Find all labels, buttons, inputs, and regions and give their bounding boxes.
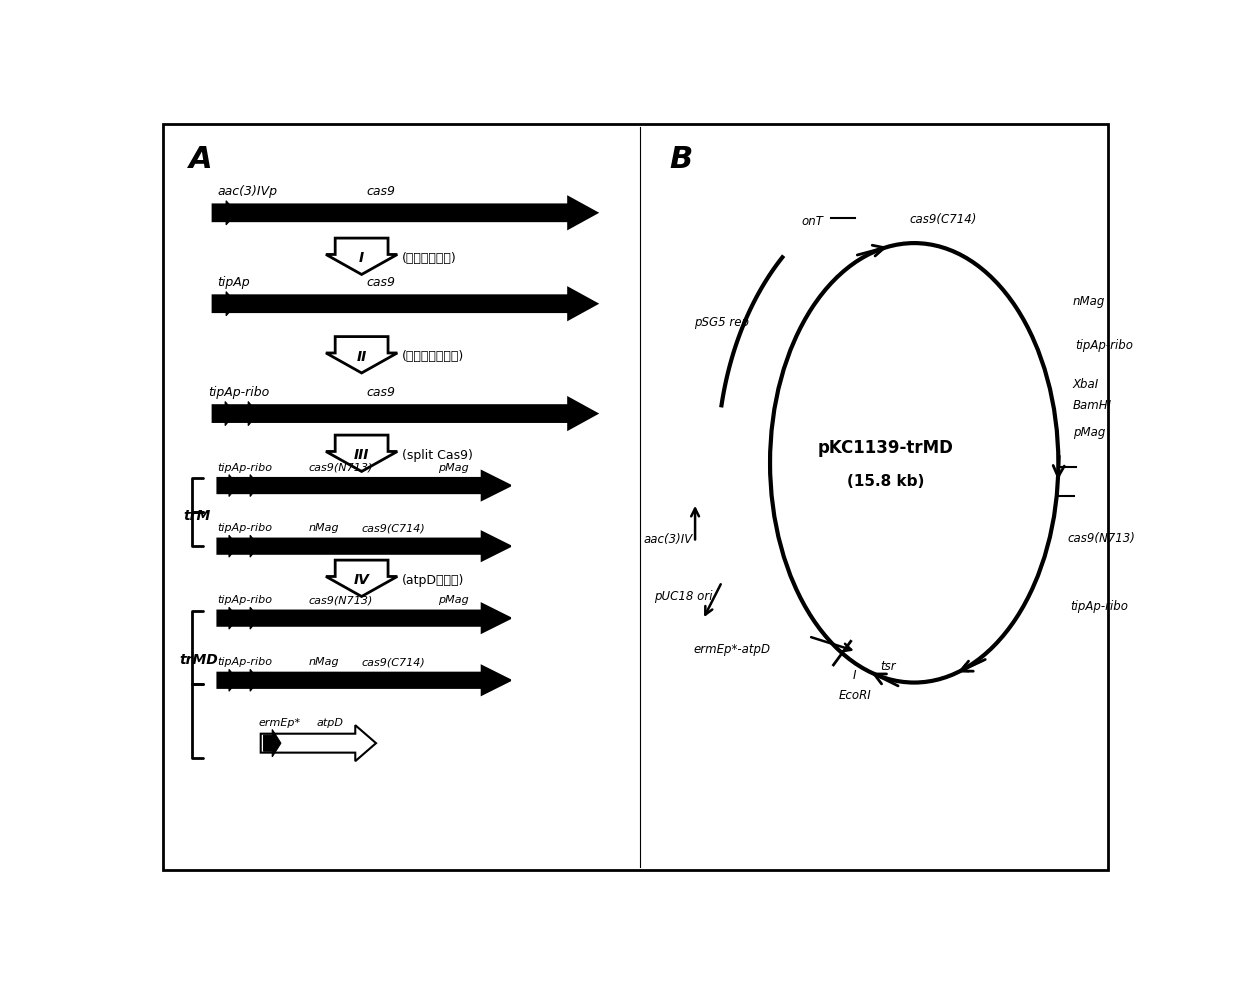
Text: pMag: pMag: [439, 595, 469, 605]
Text: cas9(C714): cas9(C714): [362, 523, 425, 533]
Text: (atpD过表达): (atpD过表达): [402, 574, 464, 586]
Text: I: I: [360, 251, 365, 266]
Text: tipAp-ribo: tipAp-ribo: [217, 657, 273, 667]
Text: nMag: nMag: [1073, 294, 1105, 307]
Text: atpD: atpD: [316, 718, 343, 728]
Text: pMag: pMag: [439, 462, 469, 472]
FancyArrow shape: [213, 197, 596, 228]
Text: cas9: cas9: [367, 277, 396, 289]
FancyArrow shape: [213, 398, 596, 429]
FancyArrow shape: [242, 535, 259, 557]
Text: nMag: nMag: [309, 523, 340, 533]
FancyArrow shape: [217, 471, 511, 500]
Polygon shape: [326, 238, 397, 275]
Text: aac(3)IV: aac(3)IV: [644, 533, 693, 546]
Text: B: B: [670, 145, 692, 173]
Text: tipAp: tipAp: [217, 277, 250, 289]
FancyArrow shape: [221, 474, 238, 497]
FancyArrow shape: [242, 607, 259, 629]
FancyArrow shape: [221, 669, 238, 691]
Text: ermEp*: ermEp*: [259, 718, 301, 728]
Text: I: I: [853, 669, 857, 682]
Text: trMD: trMD: [179, 652, 218, 667]
Text: tsr: tsr: [880, 660, 897, 673]
Text: tipAp-ribo: tipAp-ribo: [1070, 600, 1128, 613]
FancyArrow shape: [238, 401, 258, 426]
FancyArrow shape: [242, 669, 259, 691]
Text: (核糖体开关调控): (核糖体开关调控): [402, 350, 464, 363]
FancyArrow shape: [216, 401, 234, 426]
Text: aac(3)IVp: aac(3)IVp: [217, 185, 278, 199]
Text: pMag: pMag: [1073, 426, 1105, 439]
FancyArrow shape: [221, 535, 238, 557]
Text: (split Cas9): (split Cas9): [402, 449, 472, 461]
Text: cas9: cas9: [367, 185, 396, 199]
Text: tipAp-ribo: tipAp-ribo: [217, 462, 273, 472]
Text: tipAp-ribo: tipAp-ribo: [208, 386, 269, 400]
FancyArrow shape: [260, 725, 376, 762]
Text: cas9(N713): cas9(N713): [309, 595, 373, 605]
Text: trM: trM: [184, 509, 211, 523]
Text: (转录水平调控): (转录水平调控): [402, 252, 456, 265]
Text: BamHI: BamHI: [1073, 400, 1112, 412]
FancyArrow shape: [221, 607, 238, 629]
Text: A: A: [188, 145, 212, 173]
FancyArrow shape: [217, 531, 511, 561]
FancyBboxPatch shape: [162, 124, 1109, 870]
Polygon shape: [326, 560, 397, 596]
FancyArrow shape: [213, 288, 596, 320]
Text: ermEp*-atpD: ermEp*-atpD: [693, 644, 770, 656]
Text: tipAp-ribo: tipAp-ribo: [1075, 338, 1133, 352]
Text: pSG5 rep: pSG5 rep: [694, 316, 749, 330]
Text: cas9(C714): cas9(C714): [362, 657, 425, 667]
FancyArrow shape: [217, 666, 511, 695]
Text: cas9: cas9: [367, 386, 396, 400]
FancyArrow shape: [216, 291, 237, 316]
Text: II: II: [356, 349, 367, 364]
Polygon shape: [326, 337, 397, 373]
Text: XbaI: XbaI: [1073, 378, 1099, 392]
Text: nMag: nMag: [309, 657, 340, 667]
Text: tipAp-ribo: tipAp-ribo: [217, 595, 273, 605]
FancyArrow shape: [242, 474, 259, 497]
Text: pUC18 ori: pUC18 ori: [653, 590, 712, 603]
FancyArrow shape: [217, 604, 511, 633]
Text: tipAp-ribo: tipAp-ribo: [217, 523, 273, 533]
FancyArrow shape: [264, 729, 281, 757]
FancyArrow shape: [216, 201, 237, 224]
Text: pKC1139-trMD: pKC1139-trMD: [817, 439, 954, 457]
Text: EcoRI: EcoRI: [838, 690, 870, 703]
Polygon shape: [326, 435, 397, 471]
Text: (15.8 kb): (15.8 kb): [847, 474, 924, 489]
Text: cas9(N713): cas9(N713): [309, 462, 373, 472]
Text: cas9(N713): cas9(N713): [1068, 532, 1136, 545]
Text: cas9(C714): cas9(C714): [909, 213, 977, 225]
Text: IV: IV: [353, 574, 370, 587]
Text: onT: onT: [801, 215, 823, 228]
Text: III: III: [353, 449, 370, 462]
